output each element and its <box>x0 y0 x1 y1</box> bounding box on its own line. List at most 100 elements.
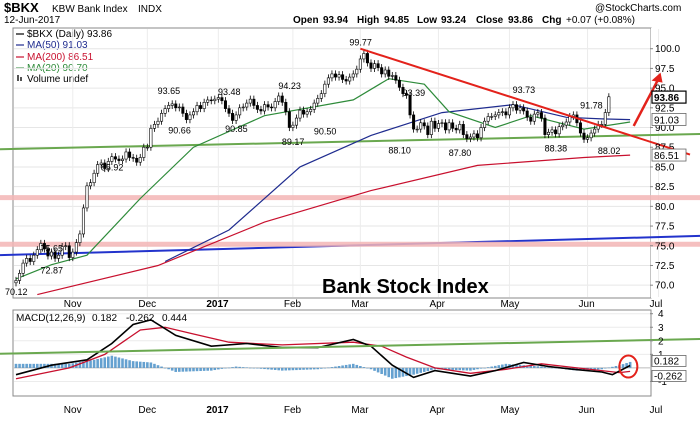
price-candle <box>142 143 146 162</box>
macd-hist-bar <box>625 363 628 368</box>
price-candle <box>103 159 107 173</box>
macd-hist-bar <box>174 367 178 372</box>
candle-body <box>380 67 384 75</box>
candle-body <box>429 120 433 135</box>
macd-hist-bar <box>359 366 362 368</box>
price-candle <box>160 109 164 125</box>
legend-ma200: MA(200) 86.51 <box>27 52 94 63</box>
price-candle <box>380 64 384 78</box>
price-candle <box>397 76 401 91</box>
candle-body <box>106 161 110 169</box>
price-candle <box>387 66 391 80</box>
macd-right-value-label: -0.262 <box>654 371 683 382</box>
macd-hist-bar <box>181 367 185 372</box>
price-candle <box>458 120 462 134</box>
candle-body <box>110 156 114 162</box>
price-candle <box>490 112 494 121</box>
candle-body <box>593 128 597 134</box>
price-candle <box>117 155 121 165</box>
price-candle <box>238 104 242 119</box>
macd-hist-bar <box>554 367 557 369</box>
macd-hist-bar <box>369 367 373 370</box>
price-candle <box>525 107 529 121</box>
candle-body <box>270 106 274 109</box>
price-candle <box>319 90 323 102</box>
macd-hist-bar <box>256 367 259 369</box>
price-ytick-label: 72.5 <box>655 261 675 272</box>
price-candle <box>163 105 167 117</box>
macd-hist-bar <box>614 366 618 368</box>
macd-ytick-label: -1 <box>658 377 667 388</box>
candle-body <box>255 105 259 110</box>
price-xtick-label: Apr <box>429 299 445 310</box>
macd-hist-bar <box>611 366 614 368</box>
price-candle <box>39 239 43 254</box>
legend-swatch-volume <box>17 75 19 81</box>
macd-hist-bar <box>128 360 131 368</box>
price-candle <box>128 148 132 162</box>
candle-body <box>305 111 309 115</box>
price-candle <box>234 111 238 124</box>
macd-hist-bar <box>224 367 227 369</box>
price-candle <box>564 118 568 129</box>
breakout-arrow-head <box>651 72 663 83</box>
price-candle <box>500 108 504 117</box>
candle-body <box>330 73 334 79</box>
ma50-line <box>164 104 631 263</box>
price-candle <box>479 123 483 142</box>
price-candle <box>536 109 540 118</box>
macd-hist-bar <box>320 367 323 369</box>
price-candle <box>507 104 511 119</box>
macd-hist-bar <box>383 367 387 376</box>
candle-body <box>362 53 366 60</box>
price-candle <box>291 121 295 132</box>
chart-overlay-title: Bank Stock Index <box>322 276 489 298</box>
candle-body <box>152 124 156 129</box>
candle-body <box>557 126 561 135</box>
price-annotation: 93.65 <box>158 86 181 96</box>
macd-hist-bar <box>114 356 117 368</box>
price-xtick-label: Feb <box>284 299 302 310</box>
candle-body <box>92 172 96 184</box>
price-candle <box>529 113 533 125</box>
macd-xtick-label: Jul <box>650 405 663 416</box>
price-candle <box>64 242 68 251</box>
candle-body <box>206 99 210 103</box>
candle-body <box>578 122 582 134</box>
macd-hist-bar <box>458 367 462 371</box>
symbol: $BKX <box>4 0 39 15</box>
price-ytick-label: 100.0 <box>655 44 680 55</box>
macd-hist-bar <box>138 361 142 368</box>
macd-hist-bar <box>376 367 380 373</box>
macd-hist-bar <box>103 357 107 368</box>
price-candle <box>582 129 586 143</box>
trendline-red <box>360 47 691 156</box>
macd-hist-bar <box>628 361 632 368</box>
price-candle <box>181 103 185 117</box>
price-ytick-label: 70.0 <box>655 281 675 292</box>
candle-body <box>135 157 139 163</box>
macd-legend-label: MACD(12,26,9) <box>16 313 85 324</box>
macd-legend-v3: 0.444 <box>162 313 187 324</box>
candle-body <box>412 114 416 130</box>
price-candle <box>422 119 426 130</box>
right-value-label: 86.51 <box>654 151 679 162</box>
candle-body <box>351 73 355 78</box>
price-candle <box>486 112 490 125</box>
price-ytick-label: 82.5 <box>655 182 675 193</box>
price-candle <box>223 97 227 113</box>
price-candle <box>461 120 465 139</box>
candle-body <box>117 158 121 161</box>
macd-ytick-label: 4 <box>658 309 664 320</box>
macd-hist-bar <box>579 367 582 371</box>
candle-body <box>422 122 426 127</box>
macd-hist-bar <box>124 359 128 368</box>
candle-body <box>96 164 100 174</box>
macd-ytick-label: 2 <box>658 336 664 347</box>
price-candle <box>309 105 313 116</box>
macd-hist-bar <box>330 367 334 368</box>
macd-hist-bar <box>153 363 156 368</box>
macd-legend-v1: 0.182 <box>92 313 117 324</box>
price-candle <box>365 49 369 67</box>
price-annotation: 89.17 <box>282 137 305 147</box>
